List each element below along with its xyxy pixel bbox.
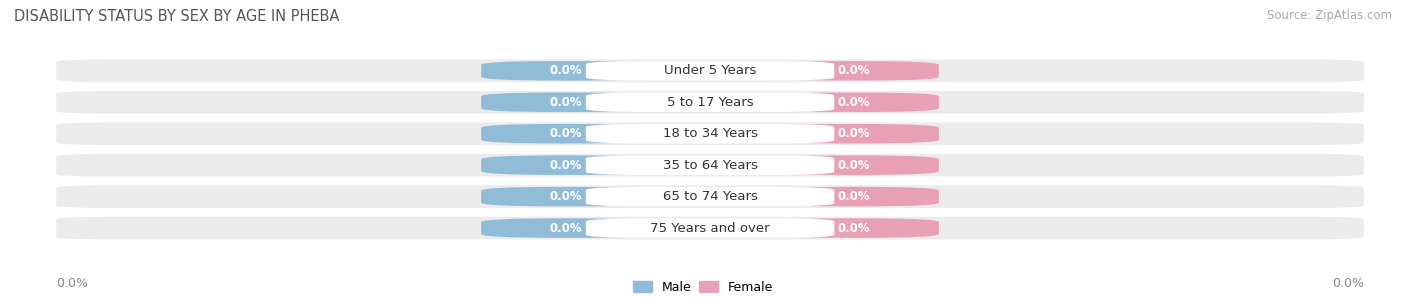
Text: 0.0%: 0.0%: [550, 127, 582, 140]
FancyBboxPatch shape: [769, 92, 939, 112]
FancyBboxPatch shape: [481, 124, 651, 143]
Text: 0.0%: 0.0%: [550, 64, 582, 77]
FancyBboxPatch shape: [586, 156, 834, 175]
FancyBboxPatch shape: [481, 156, 651, 175]
Text: Under 5 Years: Under 5 Years: [664, 64, 756, 77]
Text: Source: ZipAtlas.com: Source: ZipAtlas.com: [1267, 9, 1392, 22]
FancyBboxPatch shape: [769, 124, 939, 143]
FancyBboxPatch shape: [769, 156, 939, 175]
Text: 0.0%: 0.0%: [550, 96, 582, 109]
Text: 0.0%: 0.0%: [550, 159, 582, 172]
FancyBboxPatch shape: [56, 217, 1364, 239]
Text: 0.0%: 0.0%: [838, 222, 870, 235]
FancyBboxPatch shape: [769, 61, 939, 81]
Text: 5 to 17 Years: 5 to 17 Years: [666, 96, 754, 109]
Text: 0.0%: 0.0%: [56, 277, 89, 290]
Text: 0.0%: 0.0%: [838, 190, 870, 203]
FancyBboxPatch shape: [56, 185, 1364, 208]
Legend: Male, Female: Male, Female: [628, 276, 778, 299]
Text: 75 Years and over: 75 Years and over: [650, 222, 770, 235]
Text: 0.0%: 0.0%: [838, 127, 870, 140]
FancyBboxPatch shape: [56, 122, 1364, 145]
Text: 0.0%: 0.0%: [1331, 277, 1364, 290]
Text: 0.0%: 0.0%: [550, 190, 582, 203]
FancyBboxPatch shape: [56, 154, 1364, 177]
Text: 0.0%: 0.0%: [838, 96, 870, 109]
Text: 0.0%: 0.0%: [838, 159, 870, 172]
FancyBboxPatch shape: [769, 218, 939, 238]
FancyBboxPatch shape: [586, 124, 834, 143]
Text: 0.0%: 0.0%: [838, 64, 870, 77]
FancyBboxPatch shape: [481, 218, 651, 238]
FancyBboxPatch shape: [481, 187, 651, 206]
Text: 0.0%: 0.0%: [550, 222, 582, 235]
Text: 18 to 34 Years: 18 to 34 Years: [662, 127, 758, 140]
FancyBboxPatch shape: [56, 91, 1364, 113]
FancyBboxPatch shape: [56, 59, 1364, 82]
FancyBboxPatch shape: [481, 61, 651, 81]
Text: DISABILITY STATUS BY SEX BY AGE IN PHEBA: DISABILITY STATUS BY SEX BY AGE IN PHEBA: [14, 9, 339, 24]
Text: 65 to 74 Years: 65 to 74 Years: [662, 190, 758, 203]
FancyBboxPatch shape: [586, 218, 834, 238]
FancyBboxPatch shape: [586, 187, 834, 206]
FancyBboxPatch shape: [586, 61, 834, 81]
Text: 35 to 64 Years: 35 to 64 Years: [662, 159, 758, 172]
FancyBboxPatch shape: [586, 92, 834, 112]
FancyBboxPatch shape: [481, 92, 651, 112]
FancyBboxPatch shape: [769, 187, 939, 206]
